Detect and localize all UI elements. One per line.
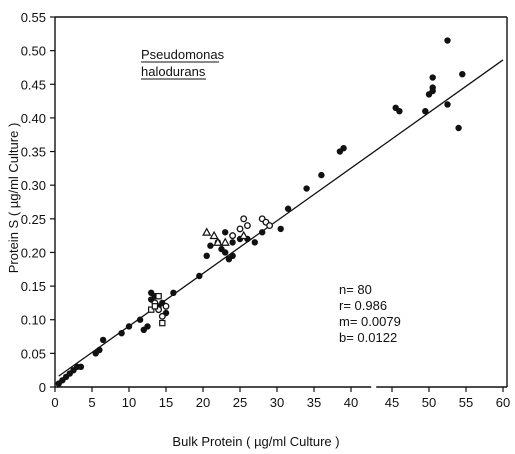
data-point-open-triangle	[213, 237, 223, 246]
data-point-filled-circle	[144, 323, 151, 330]
data-point-filled-circle	[229, 239, 236, 246]
stat-b: b= 0.0122	[339, 330, 397, 345]
tick-marks	[50, 16, 504, 392]
axes	[54, 16, 508, 388]
x-tick-label: 35	[307, 395, 321, 410]
data-point-filled-circle	[251, 239, 258, 246]
x-tick-label: 0	[51, 395, 58, 410]
y-tick-label: 0.20	[21, 245, 46, 260]
x-tick-label: 20	[196, 395, 210, 410]
y-tick-label: 0.30	[21, 178, 46, 193]
y-tick-label: 0.45	[21, 77, 46, 92]
data-point-open-triangle	[220, 237, 230, 246]
regression-line	[58, 59, 504, 377]
data-point-filled-circle	[455, 124, 462, 132]
data-point-filled-circle	[429, 84, 436, 91]
y-tick-label: 0.05	[21, 346, 46, 361]
data-point-open-square	[155, 292, 162, 300]
data-point-filled-circle	[459, 70, 466, 78]
y-tick-label: 0	[39, 380, 46, 395]
data-point-open-square	[159, 319, 166, 327]
data-point-filled-circle	[203, 252, 210, 260]
y-tick-label: 0.15	[21, 279, 46, 294]
data-point-open-circle	[162, 302, 170, 310]
data-point-filled-circle	[318, 171, 325, 179]
data-point-open-triangle	[209, 230, 219, 240]
data-point-open-square	[148, 306, 155, 313]
data-point-filled-circle	[303, 185, 310, 192]
data-point-filled-circle	[259, 229, 266, 236]
data-points	[55, 37, 466, 387]
x-tick-label: 40	[344, 395, 358, 410]
regression-stats: n= 80 r= 0.986 m= 0.0079 b= 0.0122	[339, 282, 401, 345]
stat-n: n= 80	[339, 282, 372, 297]
data-point-filled-circle	[222, 229, 229, 236]
data-point-filled-circle	[207, 242, 214, 249]
x-tick-label: 60	[496, 395, 510, 410]
stat-m: m= 0.0079	[339, 314, 401, 329]
y-tick-label: 0.55	[21, 10, 46, 25]
data-point-filled-circle	[136, 316, 144, 323]
data-point-filled-circle	[96, 346, 103, 354]
x-tick-label: 10	[122, 395, 136, 410]
data-point-filled-circle	[444, 37, 451, 44]
data-point-filled-circle	[277, 225, 284, 233]
y-tick-label: 0.40	[21, 111, 46, 126]
data-point-open-triangle	[202, 227, 212, 236]
data-point-open-circle	[229, 232, 237, 240]
data-point-open-circle	[240, 215, 248, 223]
data-point-filled-circle	[429, 74, 436, 81]
species-annotation: Pseudomonas halodurans	[141, 47, 225, 80]
data-point-open-circle	[243, 222, 251, 229]
y-tick-label: 0.35	[21, 145, 46, 160]
x-tick-label: 5	[88, 395, 95, 410]
annotation-line-2: halodurans	[141, 64, 206, 79]
data-point-filled-circle	[196, 272, 203, 280]
annotation-line-1: Pseudomonas	[141, 47, 225, 62]
y-axis-title: Protein S ( µg/ml Culture )	[6, 123, 21, 274]
x-tick-label: 30	[270, 395, 284, 410]
data-point-filled-circle	[284, 205, 292, 212]
y-tick-label: 0.10	[21, 313, 46, 328]
data-point-filled-circle	[229, 252, 236, 260]
data-point-filled-circle	[77, 363, 85, 371]
data-point-open-circle	[158, 312, 166, 320]
data-point-open-circle	[266, 222, 274, 229]
data-point-filled-circle	[422, 107, 429, 115]
data-point-filled-circle	[118, 329, 125, 337]
x-tick-label: 15	[159, 395, 173, 410]
data-point-filled-circle	[396, 107, 403, 115]
data-point-open-square	[151, 303, 159, 310]
data-point-filled-circle	[125, 323, 133, 330]
x-tick-label: 25	[233, 395, 247, 410]
data-point-filled-circle	[340, 144, 347, 152]
data-point-open-circle	[236, 225, 244, 233]
y-tick-label: 0.50	[21, 44, 46, 59]
data-point-filled-circle	[99, 336, 107, 344]
data-point-filled-circle	[222, 249, 229, 256]
x-axis-title: Bulk Protein ( µg/ml Culture )	[172, 434, 339, 449]
data-point-filled-circle	[444, 101, 451, 108]
x-tick-label: 45	[385, 395, 399, 410]
stat-r: r= 0.986	[339, 298, 387, 313]
x-tick-label: 50	[422, 395, 436, 410]
data-point-open-triangle	[239, 230, 249, 240]
x-tick-label: 55	[459, 395, 473, 410]
y-tick-label: 0.25	[21, 212, 46, 227]
data-point-filled-circle	[170, 289, 177, 297]
regression-line-group	[58, 59, 504, 377]
